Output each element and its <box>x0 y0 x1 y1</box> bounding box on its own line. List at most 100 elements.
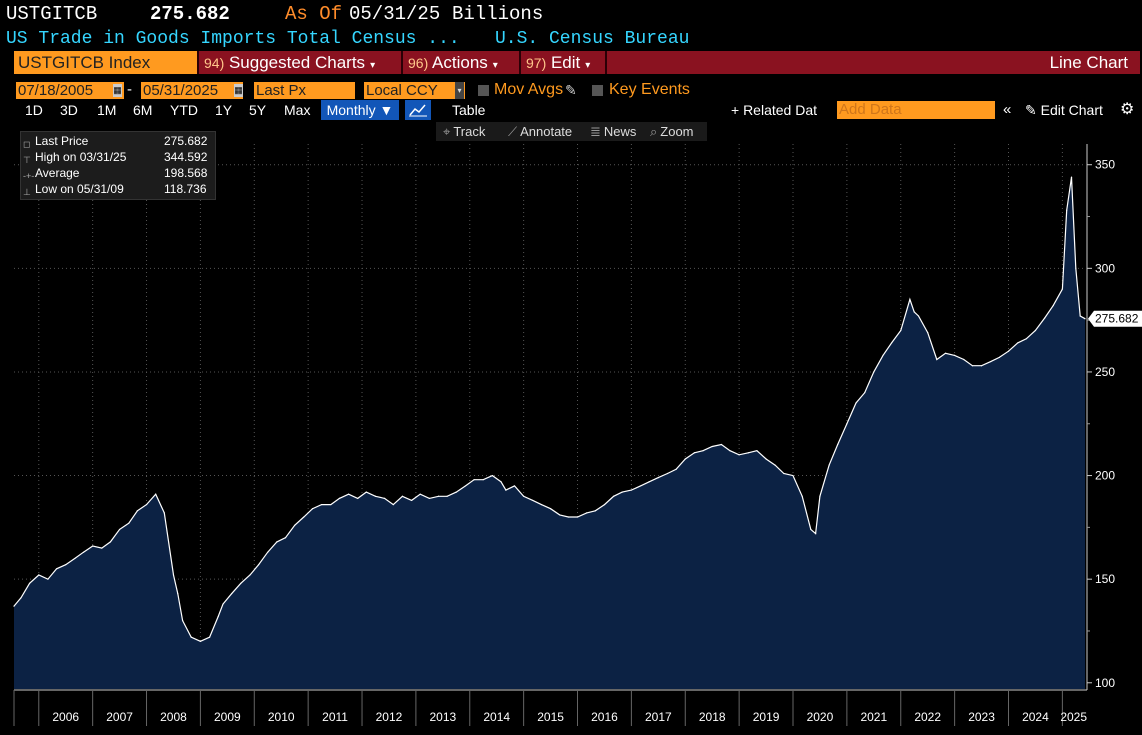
plot-area: 100 150 200 250 300 350 275.682 2006 2007 2008 200… <box>13 144 1142 730</box>
data-point <box>1052 305 1054 307</box>
data-point <box>1061 288 1063 290</box>
field-select[interactable]: Last Px <box>254 82 355 99</box>
data-point <box>693 452 696 454</box>
data-point <box>756 450 758 452</box>
range-1m[interactable]: 1M <box>97 102 117 118</box>
legend-key: Low on 05/31/09 <box>35 182 124 196</box>
data-point <box>222 603 224 605</box>
menu-number: 96) <box>408 55 429 71</box>
add-data-input[interactable]: Add Data <box>837 101 995 119</box>
chart-type-label[interactable]: Line Chart <box>1049 53 1128 72</box>
data-point <box>783 472 785 475</box>
data-point <box>249 574 251 576</box>
data-point <box>927 331 929 334</box>
data-point <box>873 371 875 373</box>
x-tick-label: 2021 <box>860 710 887 724</box>
y-tick-label: 250 <box>1095 365 1115 379</box>
data-point <box>586 512 588 514</box>
pencil-icon[interactable]: ✎ <box>565 82 577 98</box>
menu-number: 97) <box>526 55 547 71</box>
data-point <box>1066 209 1068 211</box>
track-button[interactable]: ⌖ Track <box>443 122 485 141</box>
data-point <box>347 493 350 495</box>
frequency-select[interactable]: Monthly ▼ <box>321 100 399 120</box>
y-tick-label: 300 <box>1095 261 1115 275</box>
y-tick-label: 200 <box>1095 469 1115 483</box>
menu-label: Suggested Charts <box>228 53 366 72</box>
end-date-input[interactable]: 05/31/2025 <box>141 82 243 99</box>
caret-down-icon: ▾ <box>585 60 591 71</box>
data-source: U.S. Census Bureau <box>495 29 690 49</box>
data-point <box>82 551 85 553</box>
data-point <box>464 485 467 487</box>
range-3d[interactable]: 3D <box>60 102 78 118</box>
line-chart-icon[interactable] <box>405 100 431 120</box>
zoom-label: Zoom <box>660 124 694 139</box>
x-tick-label: 2007 <box>106 710 133 724</box>
range-ytd[interactable]: YTD <box>170 102 198 118</box>
magnifier-icon: ⌕ <box>650 124 658 139</box>
data-point <box>980 365 983 367</box>
key-events-checkbox[interactable] <box>592 85 603 96</box>
mov-avgs-label[interactable]: Mov Avgs <box>494 81 564 98</box>
edit-menu[interactable]: 97) Edit ▾ <box>526 51 590 74</box>
data-point <box>505 489 507 491</box>
data-point <box>365 491 367 493</box>
data-point <box>437 495 440 497</box>
security-description: US Trade in Goods Imports Total Census .… <box>6 29 460 49</box>
data-point <box>155 493 157 495</box>
key-events-label[interactable]: Key Events <box>609 81 690 98</box>
collapse-icon[interactable]: « <box>1003 101 1012 118</box>
calendar-icon[interactable]: ▦ <box>234 84 243 97</box>
mov-avgs-checkbox[interactable] <box>478 85 489 96</box>
range-max[interactable]: Max <box>284 102 311 118</box>
data-point <box>567 516 569 518</box>
data-point <box>13 605 15 607</box>
edit-chart-button[interactable]: ✎ Edit Chart <box>1025 100 1103 120</box>
legend-row-last-price: ◻ Last Price 275.682 <box>21 133 217 149</box>
caret-down-icon: ▾ <box>492 60 498 71</box>
data-point <box>747 452 749 454</box>
table-button[interactable]: Table <box>452 102 486 118</box>
low-marker-icon: ⊥ <box>23 187 31 197</box>
data-point <box>639 485 642 487</box>
data-point <box>523 495 525 497</box>
divider <box>605 51 607 74</box>
x-tick-label: 2025 <box>1060 710 1087 724</box>
data-point <box>882 354 884 356</box>
news-button[interactable]: ≣ News <box>590 122 636 141</box>
menu-label: Edit <box>550 53 581 72</box>
range-1d[interactable]: 1D <box>25 102 43 118</box>
data-point <box>559 514 561 516</box>
x-tick-label: 2024 <box>1022 710 1049 724</box>
data-point <box>74 557 76 560</box>
dropdown-arrow-icon[interactable]: ▾ <box>455 82 464 99</box>
action-bar: USTGITCB Index 94) Suggested Charts ▾ 96)… <box>14 51 1140 74</box>
gear-icon[interactable]: ⚙ <box>1120 101 1135 118</box>
data-point <box>330 503 332 506</box>
data-point <box>954 354 956 356</box>
range-5y[interactable]: 5Y <box>249 102 267 118</box>
x-tick-label: 2014 <box>483 710 510 724</box>
data-point <box>532 499 534 502</box>
suggested-charts-menu[interactable]: 94) Suggested Charts ▾ <box>204 51 375 74</box>
data-point <box>675 468 677 470</box>
data-point <box>20 597 22 599</box>
security-input[interactable]: USTGITCB Index <box>14 51 197 74</box>
calendar-icon[interactable]: ▦ <box>113 84 122 97</box>
related-data-button[interactable]: + Related Dat <box>731 102 817 118</box>
zoom-button[interactable]: ⌕ Zoom <box>650 122 694 141</box>
data-point <box>765 458 767 460</box>
start-date-input[interactable]: 07/18/2005 <box>16 82 124 99</box>
data-point <box>1034 329 1037 332</box>
currency-select[interactable]: Local CCY <box>364 82 465 99</box>
annotate-button[interactable]: ⟋ Annotate <box>508 122 572 141</box>
data-point <box>828 464 830 466</box>
x-tick-label: 2013 <box>429 710 456 724</box>
actions-menu[interactable]: 96) Actions ▾ <box>408 51 498 74</box>
x-tick-label: 2022 <box>914 710 941 724</box>
range-1y[interactable]: 1Y <box>215 102 233 118</box>
divider <box>401 51 403 74</box>
range-6m[interactable]: 6M <box>133 102 153 118</box>
